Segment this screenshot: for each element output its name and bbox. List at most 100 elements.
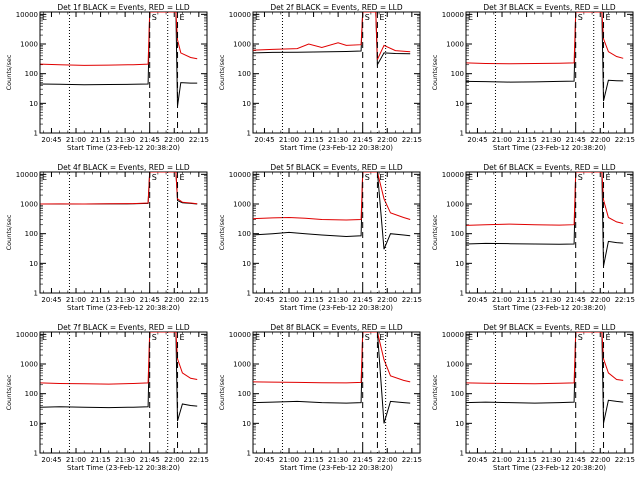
y-axis-label: Counts/sec [431, 54, 439, 90]
plot-frame [39, 331, 208, 454]
lld-series-line [466, 332, 624, 385]
y-tick-label: 1 [460, 450, 464, 458]
x-tick-label: 20:45 [467, 136, 487, 144]
x-tick-label: 22:15 [189, 296, 209, 304]
marker-label: E [42, 333, 47, 342]
detector-panel: Det 2f BLACK = Events, RED = LLD 1 10 100 10… [218, 3, 422, 152]
detector-panel: Det 9f BLACK = Events, RED = LLD 1 10 100 10… [431, 323, 635, 472]
x-tick-label: 21:30 [541, 136, 561, 144]
events-series-line [253, 12, 411, 67]
x-tick-label: 20:45 [41, 296, 61, 304]
y-tick-label: 10000 [16, 11, 38, 19]
marker-label: S [152, 333, 157, 342]
x-tick-label: 21:00 [66, 456, 86, 464]
x-tick-label: 21:45 [566, 136, 586, 144]
x-axis-label: Start Time (23-Feb-12 20:38:20) [493, 464, 606, 472]
lld-series-line [253, 332, 411, 384]
x-tick-label: 21:00 [492, 456, 512, 464]
x-tick-label: 22:15 [615, 136, 635, 144]
x-tick-label: 21:30 [115, 136, 135, 144]
y-tick-label: 10 [455, 100, 464, 108]
x-tick-label: 21:00 [66, 296, 86, 304]
x-tick-label: 22:00 [590, 296, 610, 304]
marker-label: E [180, 173, 185, 182]
lld-series-line [466, 12, 624, 65]
chart-title: Det 4f BLACK = Events, RED = LLD [57, 163, 190, 172]
x-tick-label: 21:45 [566, 456, 586, 464]
plot-frame [39, 11, 208, 134]
lld-series-line [40, 12, 198, 66]
y-tick-label: 10 [242, 420, 251, 428]
chart-title: Det 6f BLACK = Events, RED = LLD [483, 163, 616, 172]
x-tick-label: 21:00 [279, 296, 299, 304]
x-tick-label: 21:30 [328, 296, 348, 304]
x-tick-label: 22:15 [615, 296, 635, 304]
y-tick-label: 100 [238, 390, 251, 398]
y-tick-label: 100 [25, 230, 38, 238]
events-series-line [253, 332, 411, 424]
chart-title: Det 2f BLACK = Events, RED = LLD [270, 3, 403, 12]
y-axis-label: Counts/sec [218, 374, 226, 410]
x-tick-label: 22:15 [615, 456, 635, 464]
x-tick-label: 22:00 [377, 296, 397, 304]
marker-label: E [180, 13, 185, 22]
x-tick-label: 22:00 [377, 456, 397, 464]
y-tick-label: 1000 [446, 41, 464, 49]
y-tick-label: 1000 [20, 41, 38, 49]
x-tick-label: 21:15 [516, 296, 536, 304]
y-tick-label: 1 [460, 290, 464, 298]
y-tick-label: 1000 [20, 361, 38, 369]
x-tick-label: 21:15 [90, 136, 110, 144]
y-tick-label: 10000 [16, 171, 38, 179]
chart-title: Det 7f BLACK = Events, RED = LLD [57, 323, 190, 332]
marker-label: E [606, 173, 611, 182]
marker-label: S [152, 173, 157, 182]
x-axis-label: Start Time (23-Feb-12 20:38:20) [67, 144, 180, 152]
marker-label: E [468, 333, 473, 342]
x-tick-label: 21:30 [115, 296, 135, 304]
detector-panel: Det 5f BLACK = Events, RED = LLD 1 10 100 10… [218, 163, 422, 312]
detector-panel: Det 7f BLACK = Events, RED = LLD 1 10 100 10… [5, 323, 209, 472]
marker-label: E [606, 333, 611, 342]
y-tick-label: 100 [25, 70, 38, 78]
y-tick-label: 10 [242, 100, 251, 108]
lld-series-line [40, 332, 198, 385]
events-series-line [466, 12, 624, 102]
detector-panel: Det 6f BLACK = Events, RED = LLD 1 10 100 10… [431, 163, 635, 312]
x-tick-label: 22:15 [189, 456, 209, 464]
x-tick-label: 21:00 [279, 136, 299, 144]
x-tick-label: 22:15 [402, 296, 422, 304]
chart-title: Det 3f BLACK = Events, RED = LLD [483, 3, 616, 12]
plot-frame [252, 11, 421, 134]
y-tick-label: 1000 [446, 201, 464, 209]
lld-series-line [40, 172, 198, 205]
marker-label: S [152, 13, 157, 22]
y-tick-label: 1000 [233, 201, 251, 209]
x-axis-label: Start Time (23-Feb-12 20:38:20) [67, 464, 180, 472]
y-tick-label: 100 [451, 390, 464, 398]
plot-frame [39, 171, 208, 294]
marker-label: E [255, 173, 260, 182]
events-series-line [466, 172, 624, 267]
y-tick-label: 100 [451, 230, 464, 238]
y-tick-label: 1000 [446, 361, 464, 369]
y-tick-label: 10 [455, 260, 464, 268]
x-tick-label: 22:00 [590, 136, 610, 144]
chart-title: Det 1f BLACK = Events, RED = LLD [57, 3, 190, 12]
y-tick-label: 1000 [20, 201, 38, 209]
y-axis-label: Counts/sec [218, 54, 226, 90]
y-tick-label: 1000 [233, 361, 251, 369]
x-axis-label: Start Time (23-Feb-12 20:38:20) [67, 304, 180, 312]
detector-panel: Det 1f BLACK = Events, RED = LLD 1 10 100 10… [5, 3, 209, 152]
x-tick-label: 22:00 [590, 456, 610, 464]
events-series-line [253, 172, 411, 250]
x-tick-label: 20:45 [254, 296, 274, 304]
x-tick-label: 22:00 [164, 296, 184, 304]
y-tick-label: 1 [34, 450, 38, 458]
y-tick-label: 10000 [229, 331, 251, 339]
marker-label: E [379, 13, 384, 22]
y-tick-label: 10000 [442, 171, 464, 179]
x-tick-label: 20:45 [467, 296, 487, 304]
y-tick-label: 10 [29, 100, 38, 108]
